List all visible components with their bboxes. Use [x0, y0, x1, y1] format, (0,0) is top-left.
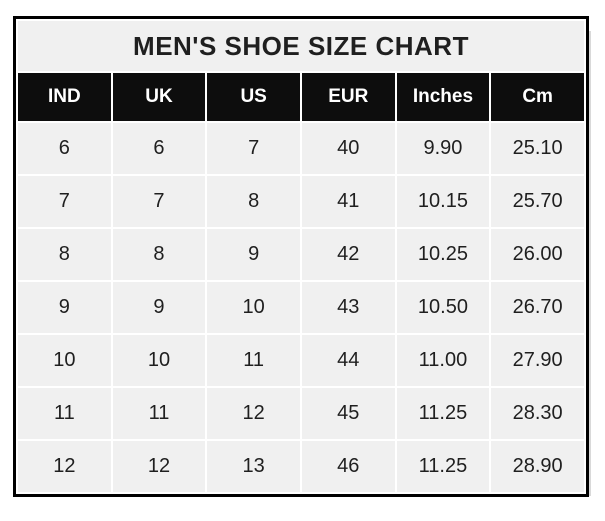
cell-uk: 9 [112, 282, 206, 333]
table-row: 12 12 13 46 11.25 28.90 [18, 441, 584, 492]
cell-uk: 11 [112, 388, 206, 439]
cell-uk: 6 [112, 123, 206, 174]
cell-uk: 12 [112, 441, 206, 492]
cell-inches: 10.15 [396, 176, 490, 227]
column-header-inches: Inches [396, 73, 490, 121]
table-row: 8 8 9 42 10.25 26.00 [18, 229, 584, 280]
table-row: 6 6 7 40 9.90 25.10 [18, 123, 584, 174]
cell-ind: 12 [18, 441, 111, 492]
cell-uk: 10 [112, 335, 206, 386]
cell-cm: 26.00 [491, 229, 584, 280]
cell-inches: 9.90 [396, 123, 490, 174]
cell-inches: 10.25 [396, 229, 490, 280]
cell-us: 8 [207, 176, 300, 227]
table-head: MEN'S SHOE SIZE CHART IND UK US EUR Inches Cm [18, 21, 584, 121]
cell-us: 12 [207, 388, 300, 439]
cell-us: 11 [207, 335, 300, 386]
cell-us: 13 [207, 441, 300, 492]
cell-cm: 25.10 [491, 123, 584, 174]
cell-uk: 7 [112, 176, 206, 227]
cell-uk: 8 [112, 229, 206, 280]
header-row: IND UK US EUR Inches Cm [18, 73, 584, 121]
cell-inches: 11.25 [396, 441, 490, 492]
table-row: 10 10 11 44 11.00 27.90 [18, 335, 584, 386]
shoe-size-chart-table: MEN'S SHOE SIZE CHART IND UK US EUR Inches Cm… [13, 16, 589, 497]
cell-cm: 28.90 [491, 441, 584, 492]
column-header-uk: UK [112, 73, 206, 121]
cell-eur: 40 [301, 123, 395, 174]
column-header-ind: IND [18, 73, 111, 121]
cell-ind: 8 [18, 229, 111, 280]
table-row: 9 9 10 43 10.50 26.70 [18, 282, 584, 333]
cell-ind: 9 [18, 282, 111, 333]
cell-cm: 28.30 [491, 388, 584, 439]
cell-eur: 42 [301, 229, 395, 280]
column-header-cm: Cm [491, 73, 584, 121]
cell-cm: 27.90 [491, 335, 584, 386]
table-row: 11 11 12 45 11.25 28.30 [18, 388, 584, 439]
cell-us: 7 [207, 123, 300, 174]
cell-ind: 7 [18, 176, 111, 227]
cell-cm: 26.70 [491, 282, 584, 333]
table-row: 7 7 8 41 10.15 25.70 [18, 176, 584, 227]
cell-cm: 25.70 [491, 176, 584, 227]
column-header-eur: EUR [301, 73, 395, 121]
chart-title: MEN'S SHOE SIZE CHART [18, 21, 584, 71]
title-row: MEN'S SHOE SIZE CHART [18, 21, 584, 71]
cell-ind: 10 [18, 335, 111, 386]
cell-inches: 10.50 [396, 282, 490, 333]
cell-us: 10 [207, 282, 300, 333]
cell-eur: 41 [301, 176, 395, 227]
cell-ind: 11 [18, 388, 111, 439]
cell-ind: 6 [18, 123, 111, 174]
column-header-us: US [207, 73, 300, 121]
cell-eur: 46 [301, 441, 395, 492]
cell-eur: 45 [301, 388, 395, 439]
cell-us: 9 [207, 229, 300, 280]
cell-eur: 44 [301, 335, 395, 386]
cell-inches: 11.25 [396, 388, 490, 439]
cell-eur: 43 [301, 282, 395, 333]
table-body: 6 6 7 40 9.90 25.10 7 7 8 41 10.15 25.70 8 8 9 42 10.25 2… [18, 123, 584, 492]
cell-inches: 11.00 [396, 335, 490, 386]
